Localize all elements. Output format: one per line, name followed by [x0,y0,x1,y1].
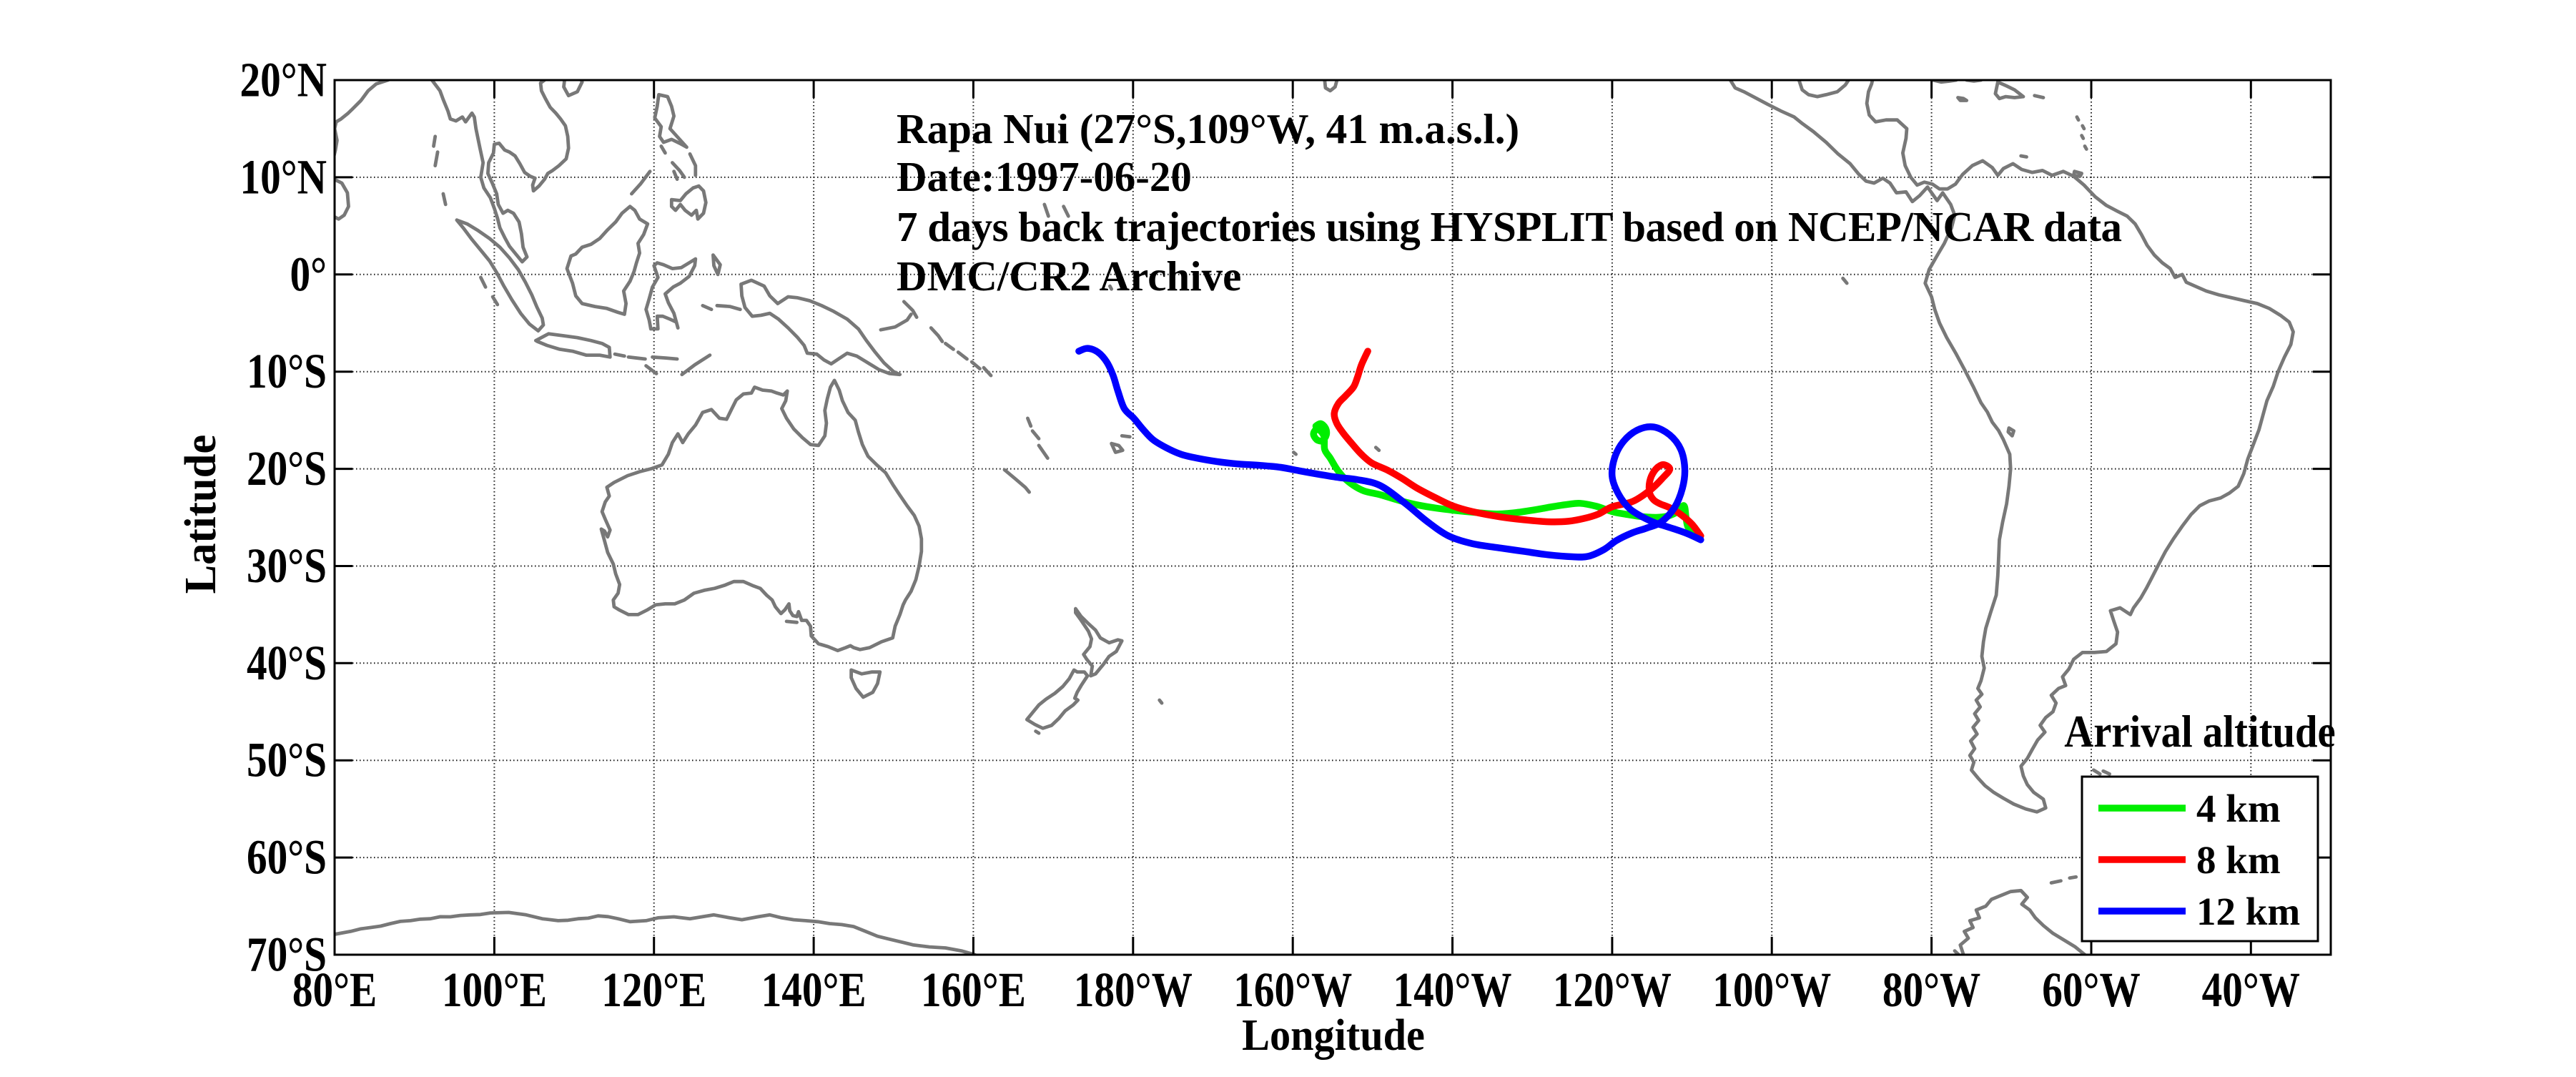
svg-text:80°E: 80°E [292,963,377,1017]
svg-text:180°W: 180°W [1074,963,1193,1017]
svg-text:10°S: 10°S [247,344,327,398]
svg-text:Rapa Nui (27°S,109°W, 41 m.a.s: Rapa Nui (27°S,109°W, 41 m.a.s.l.) [897,105,1519,152]
svg-text:Latitude: Latitude [176,435,225,594]
svg-text:120°W: 120°W [1553,963,1672,1017]
svg-text:100°E: 100°E [442,963,547,1017]
svg-text:Date:1997-06-20: Date:1997-06-20 [897,153,1192,200]
svg-text:50°S: 50°S [247,733,327,787]
svg-text:160°E: 160°E [921,963,1026,1017]
svg-text:4 km: 4 km [2196,787,2281,830]
svg-text:40°W: 40°W [2202,963,2300,1017]
svg-text:7 days back trajectories using: 7 days back trajectories using HYSPLIT b… [897,203,2121,250]
svg-text:40°S: 40°S [247,636,327,690]
svg-text:70°S: 70°S [247,928,327,982]
svg-text:0°: 0° [290,247,327,301]
svg-text:140°E: 140°E [761,963,867,1017]
svg-text:140°W: 140°W [1393,963,1511,1017]
svg-text:120°E: 120°E [601,963,706,1017]
svg-text:12 km: 12 km [2196,890,2300,933]
svg-text:Longitude: Longitude [1242,1010,1425,1060]
svg-text:60°S: 60°S [247,830,327,885]
svg-text:60°W: 60°W [2042,963,2140,1017]
svg-text:DMC/CR2 Archive: DMC/CR2 Archive [897,252,1241,300]
svg-text:160°W: 160°W [1233,963,1352,1017]
svg-text:20°N: 20°N [240,53,327,107]
svg-text:80°W: 80°W [1882,963,1980,1017]
svg-text:20°S: 20°S [247,441,327,496]
svg-text:30°S: 30°S [247,538,327,593]
svg-text:100°W: 100°W [1712,963,1831,1017]
svg-text:8 km: 8 km [2196,838,2281,882]
svg-text:10°N: 10°N [240,149,327,204]
svg-text:Arrival altitude: Arrival altitude [2064,707,2335,756]
